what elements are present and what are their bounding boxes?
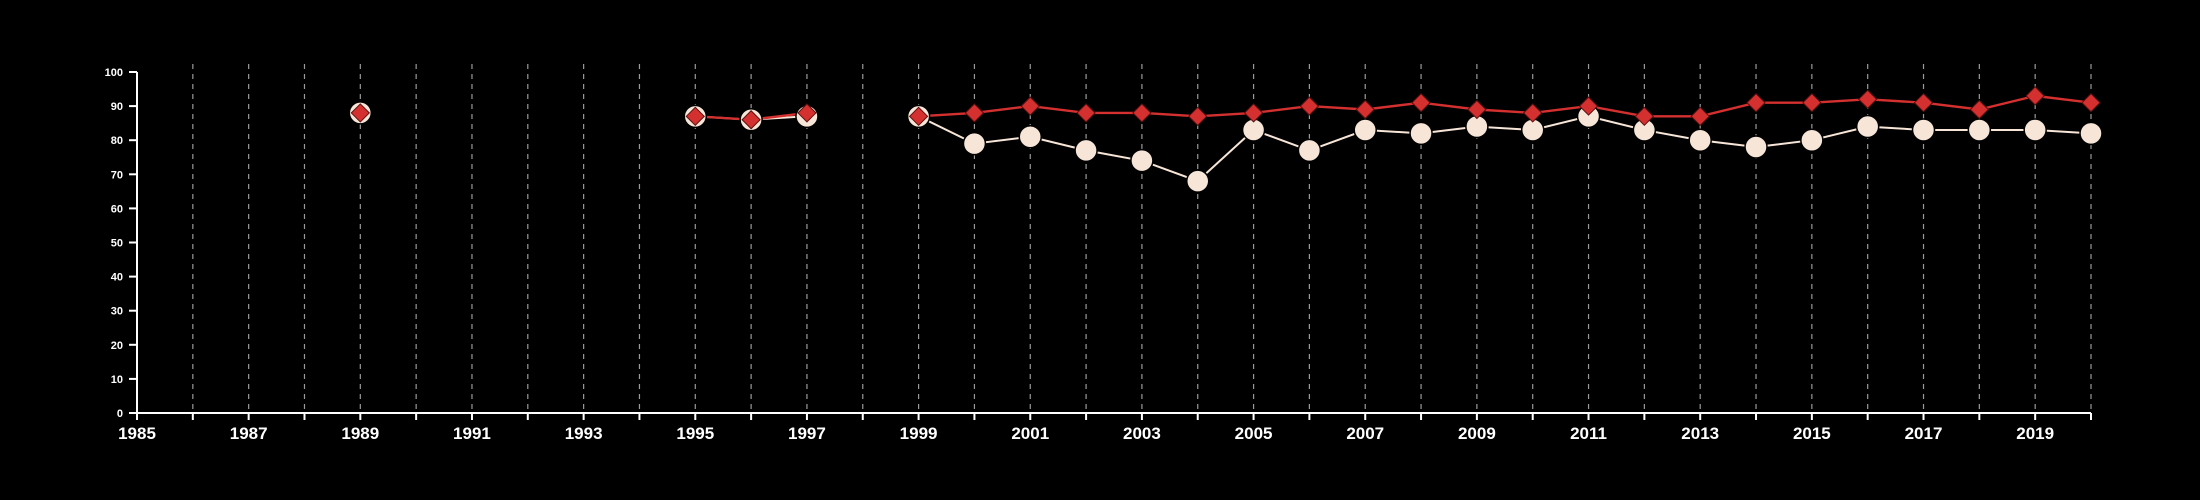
- series-2-point-2008: [1409, 121, 1433, 146]
- series-2-point-2015: [1800, 128, 1824, 152]
- series-1-point-2019: [2025, 86, 2045, 106]
- series-2-line-3: [918, 115, 2092, 183]
- series-1-point-1995: [685, 106, 705, 127]
- series-1-point-2004: [1188, 106, 1208, 127]
- x-tick-label-1985: 1985: [118, 424, 156, 443]
- series-1-point-2020: [2081, 92, 2101, 113]
- series-1-point-2011: [1578, 96, 1599, 116]
- x-tick-label-2009: 2009: [1458, 424, 1496, 443]
- x-tick-label-1993: 1993: [565, 424, 603, 443]
- y-tick-label-70: 70: [111, 169, 123, 181]
- x-tick-label-2013: 2013: [1681, 424, 1719, 443]
- x-tick-label-2007: 2007: [1346, 424, 1384, 443]
- series-2-point-2004: [1185, 169, 1210, 193]
- series-1-point-2012: [1634, 106, 1655, 127]
- series-1-point-2009: [1467, 99, 1487, 120]
- series-1-point-2008: [1411, 92, 1431, 113]
- series-2-point-2018: [1967, 118, 1992, 142]
- axis-layer: 0 10 20 30 40 50 60 70 80 90 100 1985 1987 1989 1991 19…: [105, 67, 2092, 443]
- series-2-point-2006: [1297, 138, 1322, 163]
- x-tick-label-2015: 2015: [1793, 424, 1831, 443]
- series-1-point-2002: [1076, 103, 1096, 123]
- series-1-point-2013: [1690, 106, 1710, 127]
- x-tick-label-1995: 1995: [676, 424, 714, 443]
- series-2-point-2017: [1911, 118, 1936, 142]
- y-tick-label-50: 50: [111, 238, 123, 250]
- x-tick-label-2011: 2011: [1570, 424, 1607, 443]
- y-tick-label-80: 80: [111, 135, 123, 147]
- series-1-point-2005: [1243, 103, 1264, 123]
- series-2-point-2003: [1130, 148, 1154, 173]
- series-1-point-2014: [1746, 92, 1766, 113]
- x-tick-label-1989: 1989: [341, 424, 379, 443]
- x-tick-label-1991: 1991: [453, 424, 491, 443]
- series-2-point-2007: [1353, 118, 1377, 142]
- y-tick-label-0: 0: [117, 408, 123, 420]
- y-tick-label-30: 30: [111, 306, 123, 318]
- y-tick-label-20: 20: [111, 340, 123, 352]
- y-tick-label-100: 100: [105, 67, 123, 79]
- series-1-line-3: [918, 94, 2092, 118]
- series-1-point-2007: [1355, 99, 1375, 120]
- y-tick-label-90: 90: [111, 101, 123, 113]
- x-tick-label-2005: 2005: [1235, 424, 1273, 443]
- x-tick-label-1987: 1987: [230, 424, 268, 443]
- series-1-point-2003: [1132, 103, 1152, 123]
- series-2-point-2013: [1688, 128, 1712, 152]
- series-1-point-2015: [1802, 92, 1822, 113]
- series-2-point-2000: [962, 131, 987, 156]
- series-2-point-2014: [1744, 135, 1768, 159]
- x-tick-label-1997: 1997: [788, 424, 826, 443]
- y-tick-label-10: 10: [111, 374, 123, 386]
- series-1-point-2010: [1523, 103, 1543, 123]
- series-1-point-2018: [1969, 99, 1990, 120]
- y-tick-label-40: 40: [111, 272, 123, 284]
- series-1-point-2016: [1857, 89, 1878, 109]
- x-tick-label-2017: 2017: [1905, 424, 1943, 443]
- series-1-point-2017: [1913, 92, 1934, 113]
- series-2-point-2020: [2079, 121, 2103, 146]
- series-1-point-1996: [741, 110, 761, 130]
- series-2-point-2001: [1018, 125, 1043, 149]
- x-tick-label-1999: 1999: [900, 424, 938, 443]
- series-1-point-1999: [908, 106, 929, 127]
- x-tick-label-2019: 2019: [2016, 424, 2054, 443]
- series-layer: [348, 86, 2103, 193]
- series-1-point-2006: [1299, 96, 1320, 116]
- series-2-point-2002: [1074, 138, 1098, 163]
- y-tick-label-60: 60: [111, 203, 123, 215]
- x-tick-label-2001: 2001: [1011, 424, 1049, 443]
- grid-layer: [192, 64, 2092, 413]
- series-2-point-2019: [2023, 118, 2047, 142]
- series-1-point-1989: [350, 103, 371, 123]
- series-1-point-1997: [797, 103, 817, 123]
- series-1-point-2001: [1020, 96, 1040, 116]
- x-tick-label-2003: 2003: [1123, 424, 1161, 443]
- series-1-point-2000: [964, 103, 985, 123]
- series-2-point-2016: [1855, 114, 1880, 139]
